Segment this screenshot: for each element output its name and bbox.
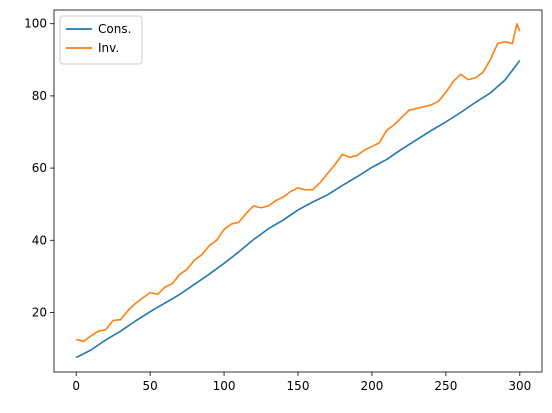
legend-label-cons: Cons. bbox=[98, 22, 131, 36]
x-tick-label: 200 bbox=[360, 379, 383, 393]
x-tick-label: 300 bbox=[508, 379, 531, 393]
y-tick-label: 40 bbox=[32, 233, 47, 247]
series-line-inv bbox=[75, 22, 521, 343]
x-tick-label: 250 bbox=[434, 379, 457, 393]
x-tick-label: 50 bbox=[142, 379, 157, 393]
y-tick-label: 20 bbox=[32, 305, 47, 319]
legend: Cons. Inv. bbox=[59, 15, 143, 65]
series-line-cons bbox=[75, 60, 521, 359]
legend-label-inv: Inv. bbox=[98, 41, 119, 55]
plot-background bbox=[54, 10, 542, 372]
y-tick-label: 60 bbox=[32, 161, 47, 175]
x-tick-label: 100 bbox=[213, 379, 236, 393]
y-tick-label: 100 bbox=[24, 17, 47, 31]
x-tick-label: 0 bbox=[72, 379, 80, 393]
series-layer bbox=[75, 22, 521, 359]
x-tick-label: 150 bbox=[287, 379, 310, 393]
x-axis: 0 50 100 150 200 250 300 bbox=[72, 372, 531, 393]
legend-box bbox=[59, 15, 143, 65]
y-axis: 20 40 60 80 100 bbox=[24, 17, 54, 319]
y-tick-label: 80 bbox=[32, 89, 47, 103]
